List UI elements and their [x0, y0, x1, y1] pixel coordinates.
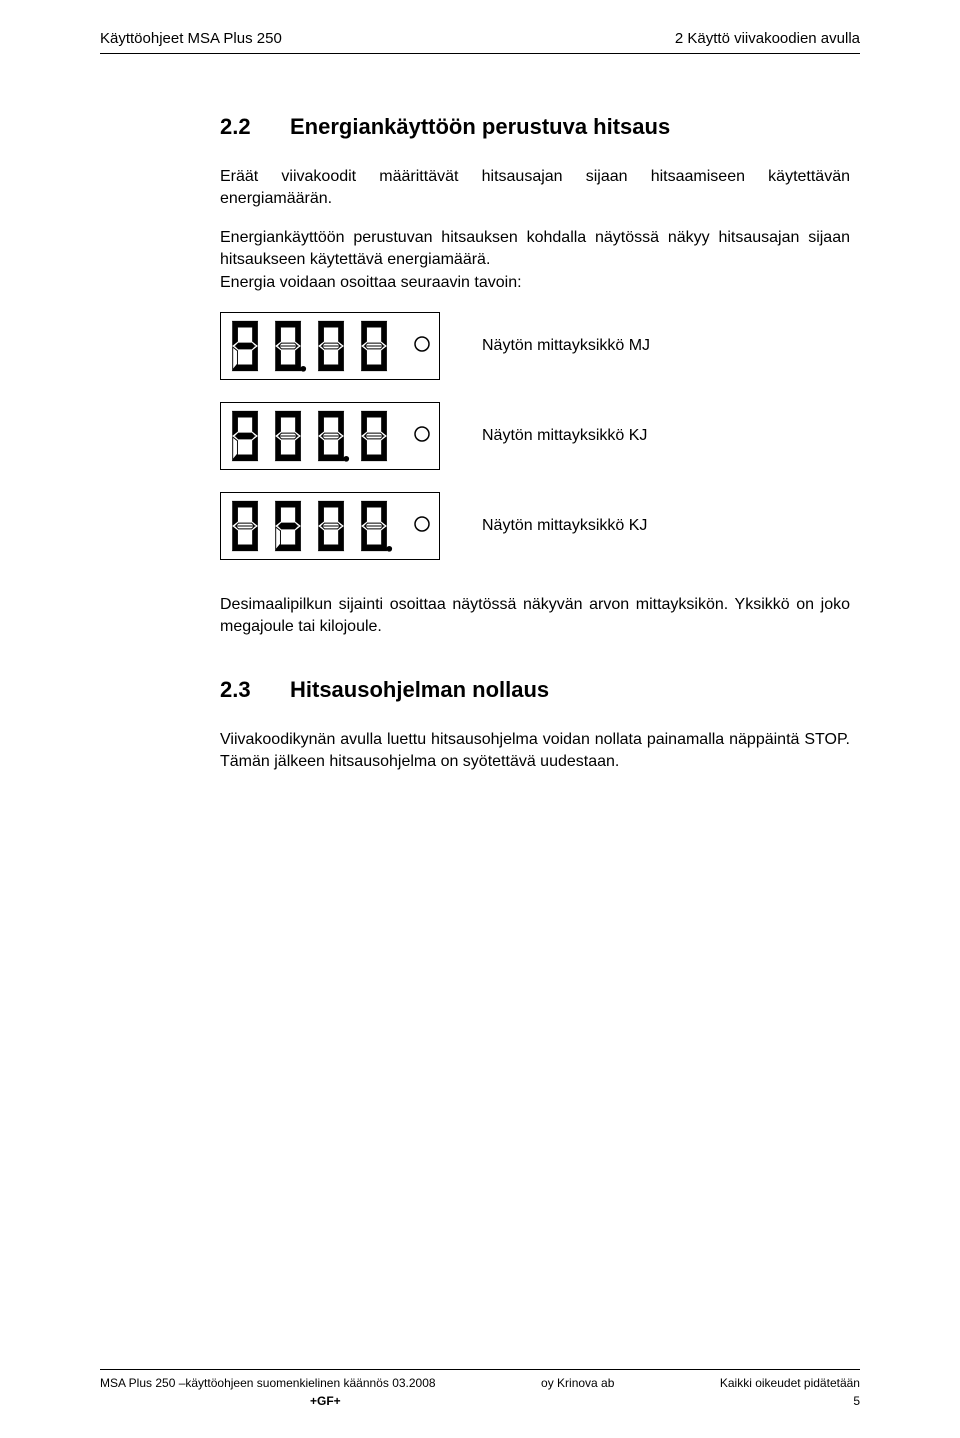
- seven-segment-digit: [270, 318, 308, 374]
- page-header: Käyttöohjeet MSA Plus 250 2 Käyttö viiva…: [100, 30, 860, 47]
- display-label: Näytön mittayksikkö KJ: [482, 427, 647, 445]
- seven-segment-digit: [356, 408, 394, 464]
- indicator-icon: [413, 335, 431, 353]
- display-rows: Näytön mittayksikkö MJ Näytön mittayksikk…: [220, 312, 850, 560]
- seven-segment-digit: [356, 498, 394, 554]
- display-row: Näytön mittayksikkö KJ: [220, 492, 850, 560]
- indicator: [413, 515, 431, 538]
- paragraph: Viivakoodikynän avulla luettu hitsausohj…: [220, 729, 850, 772]
- header-left: Käyttöohjeet MSA Plus 250: [100, 30, 282, 47]
- heading-2-3: 2.3Hitsausohjelman nollaus: [220, 677, 850, 703]
- seven-segment-digit: [270, 408, 308, 464]
- paragraph: Energiankäyttöön perustuvan hitsauksen k…: [220, 227, 850, 270]
- digits: [227, 408, 394, 464]
- paragraph: Eräät viivakoodit määrittävät hitsausaja…: [220, 166, 850, 209]
- heading-num: 2.3: [220, 677, 290, 703]
- seven-segment-display: [220, 492, 440, 560]
- heading-title: Energiankäyttöön perustuva hitsaus: [290, 114, 670, 139]
- indicator: [413, 335, 431, 358]
- seven-segment-digit: [313, 408, 351, 464]
- display-label: Näytön mittayksikkö MJ: [482, 337, 650, 355]
- indicator-icon: [413, 515, 431, 533]
- heading-2-2: 2.2Energiankäyttöön perustuva hitsaus: [220, 114, 850, 140]
- seven-segment-digit: [227, 498, 265, 554]
- display-row: Näytön mittayksikkö KJ: [220, 402, 850, 470]
- footer-center: oy Krinova ab: [541, 1376, 614, 1390]
- display-row: Näytön mittayksikkö MJ: [220, 312, 850, 380]
- footer-row: MSA Plus 250 –käyttöohjeen suomenkieline…: [100, 1376, 860, 1390]
- header-rule: [100, 53, 860, 54]
- seven-segment-display: [220, 402, 440, 470]
- seven-segment-digit: [227, 318, 265, 374]
- footer-right: Kaikki oikeudet pidätetään: [720, 1376, 860, 1390]
- footer-left: MSA Plus 250 –käyttöohjeen suomenkieline…: [100, 1376, 436, 1390]
- indicator-icon: [413, 425, 431, 443]
- digits: [227, 318, 394, 374]
- seven-segment-display: [220, 312, 440, 380]
- digits: [227, 498, 394, 554]
- footer-rule: [100, 1369, 860, 1370]
- seven-segment-digit: [270, 498, 308, 554]
- content: 2.2Energiankäyttöön perustuva hitsaus Er…: [100, 114, 860, 772]
- paragraph: Energia voidaan osoittaa seuraavin tavoi…: [220, 272, 850, 294]
- page-footer: MSA Plus 250 –käyttöohjeen suomenkieline…: [100, 1369, 860, 1408]
- indicator: [413, 425, 431, 448]
- heading-title: Hitsausohjelman nollaus: [290, 677, 549, 702]
- page-number: 5: [853, 1394, 860, 1408]
- heading-num: 2.2: [220, 114, 290, 140]
- footer-row-2: +GF+ 5: [100, 1394, 860, 1408]
- display-label: Näytön mittayksikkö KJ: [482, 517, 647, 535]
- footer-brand: +GF+: [100, 1394, 341, 1408]
- header-right: 2 Käyttö viivakoodien avulla: [675, 30, 860, 47]
- seven-segment-digit: [313, 318, 351, 374]
- seven-segment-digit: [356, 318, 394, 374]
- page: Käyttöohjeet MSA Plus 250 2 Käyttö viiva…: [0, 0, 960, 1438]
- seven-segment-digit: [313, 498, 351, 554]
- paragraph: Desimaalipilkun sijainti osoittaa näytös…: [220, 594, 850, 637]
- seven-segment-digit: [227, 408, 265, 464]
